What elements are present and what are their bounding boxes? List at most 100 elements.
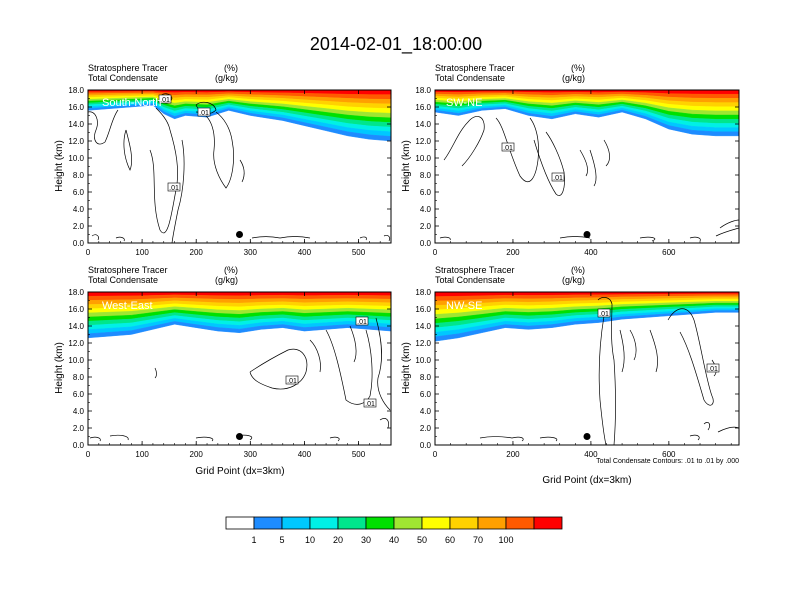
y-axis-label: Height (km)	[54, 140, 65, 192]
panel-subtitle-tracer: Stratosphere Tracer	[88, 265, 168, 275]
panel-subtitle-condensate-unit: (g/kg)	[562, 275, 585, 285]
plot-area: .01 .01 SW-NE	[435, 90, 739, 242]
colorbar-tick-label: 50	[417, 535, 427, 545]
x-tick-label: 0	[86, 248, 91, 257]
panel-subtitle-tracer-unit: (%)	[224, 265, 238, 275]
y-tick-label: 4.0	[420, 205, 432, 214]
x-axis: 0 200 400 600	[433, 292, 732, 459]
panel-south-north: Stratosphere Tracer (%) Total Condensate…	[54, 63, 392, 257]
y-tick-label: 16.0	[68, 103, 84, 112]
tracer-band	[88, 321, 391, 339]
colorbar-tick-label: 40	[389, 535, 399, 545]
y-axis: 0.0 2.0 4.0 6.0 8.0 10.0 12.0 14.0 16.0 18.0	[68, 288, 391, 450]
colorbar-tick-label: 100	[498, 535, 513, 545]
figure-title: 2014-02-01_18:00:00	[310, 34, 482, 55]
contour-label: .01	[357, 319, 367, 326]
y-tick-label: 16.0	[68, 305, 84, 314]
y-tick-label: 0.0	[73, 239, 85, 248]
x-tick-label: 100	[135, 450, 149, 459]
panel-nw-se: Stratosphere Tracer (%) Total Condensate…	[401, 265, 740, 486]
x-axis: 0 200 400 600	[433, 90, 732, 257]
condensate-contours	[439, 116, 739, 242]
panel-subtitle-tracer: Stratosphere Tracer	[88, 63, 168, 73]
colorbar-tick-label: 1	[251, 535, 256, 545]
y-tick-label: 2.0	[420, 222, 432, 231]
panel-label: West-East	[102, 300, 153, 312]
y-tick-label: 12.0	[415, 339, 431, 348]
y-tick-label: 6.0	[73, 390, 85, 399]
colorbar-swatch	[309, 516, 339, 530]
y-axis: 0.0 2.0 4.0 6.0 8.0 10.0 12.0 14.0 16.0 18.0	[415, 86, 739, 248]
contour-labels: .01 .01	[501, 142, 565, 182]
x-tick-label: 300	[244, 450, 258, 459]
y-axis-label: Height (km)	[54, 342, 65, 394]
x-tick-label: 400	[298, 450, 312, 459]
panel-label: SW-NE	[446, 97, 482, 109]
x-tick-label: 0	[86, 450, 91, 459]
y-tick-label: 0.0	[420, 441, 432, 450]
y-tick-label: 10.0	[415, 356, 431, 365]
y-tick-label: 10.0	[68, 356, 84, 365]
contour-labels: .01 .01	[597, 308, 720, 373]
y-tick-label: 2.0	[73, 222, 85, 231]
colorbar: 1 5 10 20 30 40 50 60 70 100	[225, 516, 563, 545]
x-tick-label: 600	[662, 248, 676, 257]
y-tick-label: 14.0	[415, 322, 431, 331]
y-tick-label: 12.0	[68, 137, 84, 146]
colorbar-swatch	[449, 516, 479, 530]
x-axis: 0 100 200 300 400 500	[86, 90, 392, 257]
colorbar-swatch	[393, 516, 423, 530]
panel-subtitle-tracer: Stratosphere Tracer	[435, 265, 515, 275]
contour-note: Total Condensate Contours: .01 to .01 by…	[596, 458, 739, 465]
location-marker	[236, 433, 243, 440]
contour-label: .01	[169, 185, 179, 192]
y-tick-label: 2.0	[420, 424, 432, 433]
x-tick-label: 200	[506, 450, 520, 459]
y-axis-label: Height (km)	[401, 140, 412, 192]
x-tick-label: 200	[190, 248, 204, 257]
plot-area: .01 .01 .01 South-North	[88, 90, 391, 243]
contour-label: .01	[553, 175, 563, 182]
panel-subtitle-condensate: Total Condensate	[88, 73, 158, 83]
location-marker	[583, 231, 591, 238]
y-axis: 0.0 2.0 4.0 6.0 8.0 10.0 12.0 14.0 16.0 18.0	[415, 288, 739, 450]
contour-label: .01	[199, 110, 209, 117]
y-tick-label: 18.0	[68, 288, 84, 297]
y-tick-label: 6.0	[420, 188, 432, 197]
colorbar-swatch	[421, 516, 451, 530]
panel-subtitle-condensate: Total Condensate	[435, 275, 505, 285]
colorbar-tick-label: 5	[279, 535, 284, 545]
panel-subtitle-tracer-unit: (%)	[571, 265, 585, 275]
colorbar-tick-label: 20	[333, 535, 343, 545]
x-tick-label: 0	[433, 450, 438, 459]
y-tick-label: 12.0	[415, 137, 431, 146]
panel-sw-ne: Stratosphere Tracer (%) Total Condensate…	[401, 63, 740, 257]
y-tick-label: 8.0	[420, 171, 432, 180]
y-tick-label: 18.0	[415, 86, 431, 95]
plot-area: .01 .01 .01 West-East	[88, 292, 391, 442]
y-tick-label: 2.0	[73, 424, 85, 433]
condensate-contours	[88, 93, 390, 243]
colorbar-swatch	[225, 516, 255, 530]
panel-subtitle-condensate: Total Condensate	[88, 275, 158, 285]
y-axis-label: Height (km)	[401, 342, 412, 394]
contour-label: .01	[599, 311, 609, 318]
contour-label: .01	[160, 97, 170, 104]
y-tick-label: 14.0	[68, 322, 84, 331]
contour-labels: .01 .01 .01	[285, 316, 377, 408]
x-tick-label: 100	[135, 248, 149, 257]
y-tick-label: 6.0	[73, 188, 85, 197]
panel-subtitle-condensate-unit: (g/kg)	[215, 73, 238, 83]
panel-label: NW-SE	[446, 300, 482, 312]
panel-subtitle-condensate-unit: (g/kg)	[215, 275, 238, 285]
x-tick-label: 500	[352, 450, 366, 459]
tracer-fill	[435, 90, 739, 137]
panel-subtitle-tracer-unit: (%)	[571, 63, 585, 73]
colorbar-swatch	[365, 516, 395, 530]
tracer-band	[435, 106, 739, 137]
plot-area: .01 .01 NW-SE	[435, 292, 739, 445]
y-tick-label: 18.0	[415, 288, 431, 297]
contour-label: .01	[287, 378, 297, 385]
x-tick-label: 200	[506, 248, 520, 257]
